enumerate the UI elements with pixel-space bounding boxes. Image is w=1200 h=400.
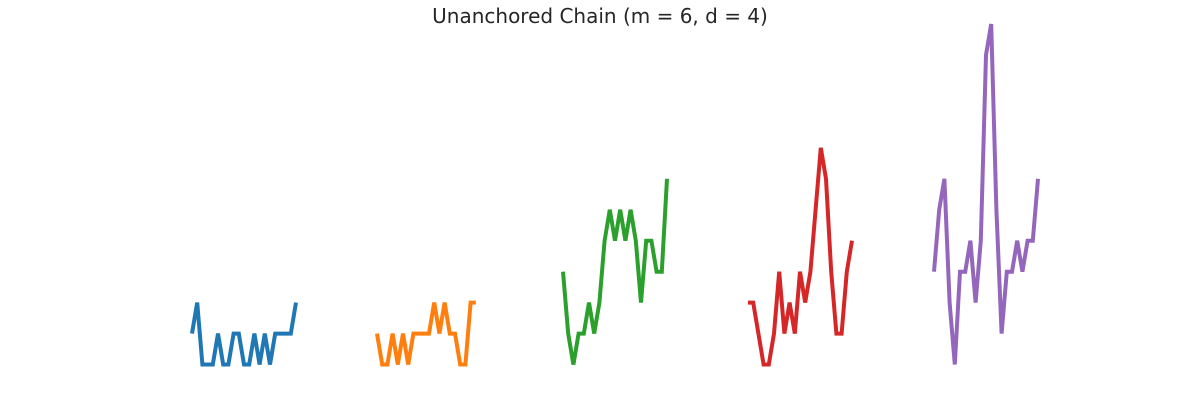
series-layer xyxy=(190,23,1040,367)
chart-title: Unanchored Chain (m = 6, d = 4) xyxy=(432,4,768,28)
series-line-4 xyxy=(748,147,854,367)
series-line-2 xyxy=(375,300,476,367)
series-line-5 xyxy=(932,23,1040,365)
series-line-3 xyxy=(561,178,669,365)
series-line-1 xyxy=(190,302,298,367)
